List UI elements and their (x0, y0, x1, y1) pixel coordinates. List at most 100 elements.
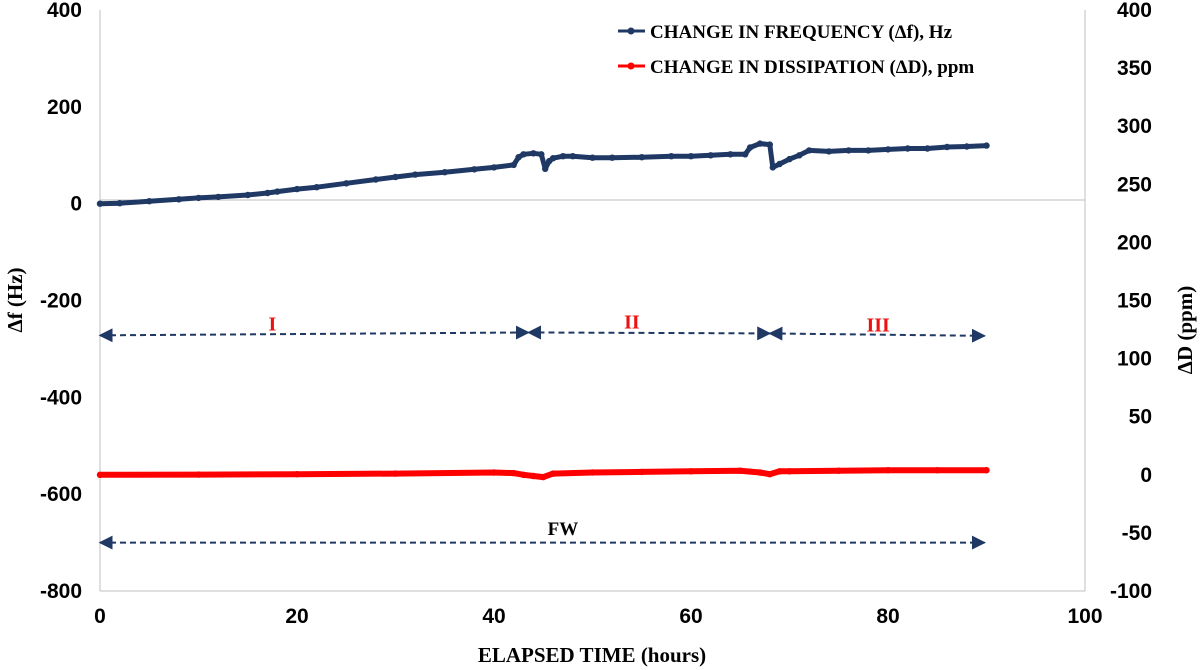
data-point-frequency (343, 180, 350, 187)
data-point-dissipation (766, 471, 773, 478)
y-right-tick-label: 250 (1117, 173, 1152, 196)
legend-marker-frequency (627, 27, 635, 35)
data-point-dissipation (392, 470, 399, 477)
data-point-frequency (515, 154, 522, 161)
data-point-dissipation (530, 472, 537, 480)
legend-label-dissipation: CHANGE IN DISSIPATION (ΔD), ppm (650, 57, 974, 78)
y-right-tick-label: 100 (1117, 348, 1152, 371)
data-point-frequency (776, 160, 783, 168)
y-right-tick-label: -100 (1110, 580, 1152, 603)
y-right-tick-label: 50 (1129, 406, 1152, 429)
data-point-dissipation (934, 467, 941, 474)
data-point-frequency (96, 200, 104, 207)
x-tick-label: 40 (482, 605, 505, 628)
y-left-tick-label: 200 (47, 96, 82, 119)
data-point-frequency (244, 191, 251, 199)
data-point-frequency (175, 196, 182, 203)
data-point-dissipation (776, 468, 783, 475)
data-point-dissipation (540, 473, 547, 481)
data-point-frequency (825, 148, 833, 155)
x-tick-label: 0 (94, 605, 106, 628)
x-tick-label: 80 (876, 605, 899, 628)
data-point-frequency (756, 140, 764, 147)
data-point-frequency (904, 145, 911, 152)
plot-area (99, 10, 1086, 592)
data-point-frequency (313, 184, 320, 191)
y-axis-left-ticks: 400 200 0 -200 -400 -600 -800 (40, 0, 82, 603)
series-line-dissipation (97, 467, 990, 481)
data-point-frequency (215, 193, 222, 201)
data-point-frequency (441, 169, 448, 176)
data-point-dissipation (96, 471, 104, 478)
y-left-tick-label: -600 (40, 483, 82, 506)
data-point-dissipation (490, 469, 498, 476)
y-axis-left-title: Δf (Hz) (3, 267, 27, 332)
data-point-frequency (293, 185, 301, 193)
x-axis-ticks: 0 20 40 60 80 100 (94, 605, 1102, 628)
region-label-i: I (268, 314, 276, 336)
region-label-iii: III (866, 314, 890, 336)
data-point-frequency (769, 164, 776, 171)
data-point-frequency (412, 171, 419, 178)
data-point-dissipation (737, 467, 744, 474)
data-point-dissipation (638, 468, 645, 476)
data-point-frequency (195, 194, 202, 202)
data-point-dissipation (510, 469, 517, 477)
data-point-frequency (687, 153, 695, 160)
x-tick-label: 100 (1067, 605, 1102, 628)
data-point-dissipation (884, 467, 892, 474)
data-point-frequency (786, 155, 793, 163)
data-point-frequency (530, 150, 537, 157)
legend-item-frequency: CHANGE IN FREQUENCY (Δf), Hz (618, 22, 953, 43)
data-point-frequency (264, 189, 271, 197)
legend-label-frequency: CHANGE IN FREQUENCY (Δf), Hz (650, 22, 953, 43)
data-point-frequency (510, 161, 517, 169)
data-point-frequency (538, 151, 545, 158)
region-label-ii: II (624, 312, 640, 334)
data-point-dissipation (786, 468, 793, 475)
data-point-frequency (490, 164, 498, 171)
y-right-tick-label: 0 (1140, 464, 1152, 487)
y-left-tick-label: -400 (40, 386, 82, 409)
data-point-frequency (559, 153, 567, 160)
data-point-frequency (983, 142, 990, 149)
y-right-tick-label: 200 (1117, 231, 1152, 254)
data-point-frequency (796, 152, 803, 159)
y-right-tick-label: -50 (1122, 522, 1152, 545)
data-point-frequency (116, 200, 123, 207)
region-arrow-i (98, 325, 530, 343)
data-point-dissipation (589, 469, 596, 476)
y-left-tick-label: 400 (47, 0, 82, 22)
data-point-frequency (943, 143, 951, 151)
y-left-tick-label: 0 (70, 193, 82, 216)
legend-item-dissipation: CHANGE IN DISSIPATION (ΔD), ppm (618, 57, 974, 78)
data-point-dissipation (520, 471, 527, 478)
data-point-dissipation (687, 468, 695, 475)
data-point-dissipation (549, 470, 557, 477)
data-point-frequency (549, 155, 557, 162)
data-point-frequency (806, 147, 813, 154)
data-point-frequency (638, 154, 645, 161)
data-point-frequency (707, 152, 714, 159)
data-point-frequency (569, 153, 576, 160)
data-point-dissipation (835, 467, 842, 474)
data-point-dissipation (195, 471, 202, 478)
y-axis-right-ticks: 400 350 300 250 200 150 100 50 0 -50 -100 (1110, 0, 1152, 603)
data-point-dissipation (983, 467, 990, 474)
data-point-frequency (727, 151, 734, 158)
series-layer (96, 140, 990, 481)
data-point-frequency (274, 188, 281, 195)
legend-marker-dissipation (627, 62, 635, 70)
y-left-tick-label: -800 (40, 580, 82, 603)
y-right-tick-label: 150 (1117, 290, 1152, 313)
data-point-frequency (372, 176, 379, 183)
y-right-tick-label: 350 (1117, 57, 1152, 80)
data-point-frequency (963, 143, 970, 150)
data-point-frequency (742, 151, 749, 158)
data-point-frequency (471, 166, 478, 173)
data-point-dissipation (756, 469, 764, 476)
data-point-frequency (924, 145, 931, 152)
data-point-frequency (865, 147, 872, 154)
